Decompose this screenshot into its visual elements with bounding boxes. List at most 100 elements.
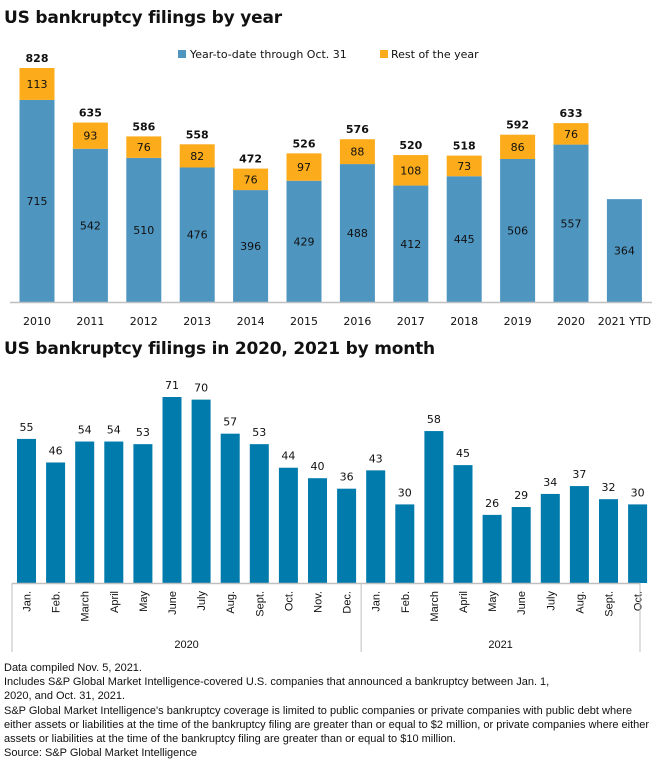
bar-2021-Sept: [599, 499, 618, 583]
data-label: 26: [485, 497, 499, 510]
data-label-total: 635: [79, 107, 102, 120]
bar-2021-Feb: [395, 504, 415, 583]
bar-ytd-2015: [286, 180, 322, 302]
x-tick-label: July: [196, 591, 208, 611]
data-label: 43: [369, 452, 383, 465]
data-label-total: 518: [453, 140, 476, 153]
data-label-rest: 73: [457, 160, 471, 173]
data-label-total: 592: [506, 119, 529, 132]
x-tick-label: May: [487, 591, 499, 612]
x-tick-label: June: [516, 591, 528, 615]
x-tick-label: 2011: [76, 315, 104, 328]
x-tick-label: 2018: [450, 315, 478, 328]
bar-rest-2017: [393, 155, 429, 186]
x-tick-label: April: [458, 591, 470, 613]
data-label-total: 472: [239, 153, 262, 166]
bar-2020-April: [104, 441, 124, 583]
data-label-total: 586: [132, 120, 155, 133]
data-label: 46: [49, 444, 63, 457]
data-label-ytd: 488: [347, 227, 368, 240]
x-tick-label: Oct.: [633, 591, 645, 611]
bar-rest-2020: [553, 123, 589, 145]
data-label-total: 526: [293, 137, 316, 150]
bar-2021-March: [424, 431, 444, 583]
group-label-2021: 2021: [488, 639, 512, 651]
x-tick-label: 2020: [557, 315, 585, 328]
x-tick-label: 2010: [23, 315, 51, 328]
bar-2021-Jan: [366, 470, 386, 583]
data-label-rest: 93: [83, 130, 97, 143]
x-tick-label: Dec.: [342, 591, 354, 614]
data-label: 30: [631, 486, 645, 499]
x-tick-label: 2014: [237, 315, 265, 328]
data-label-rest: 76: [244, 173, 258, 186]
legend-label-rest: Rest of the year: [391, 48, 479, 61]
data-label-ytd: 542: [80, 219, 101, 232]
bar-2020-Dec: [337, 488, 357, 583]
data-label: 55: [20, 421, 34, 434]
bar-ytd-2012: [126, 157, 162, 302]
bar-2021-Oct: [628, 504, 648, 583]
data-label: 57: [223, 416, 237, 429]
data-label-ytd: 510: [133, 224, 154, 237]
data-label: 40: [311, 460, 325, 473]
chart-title-by-month: US bankruptcy filings in 2020, 2021 by m…: [4, 339, 435, 359]
bar-ytd-2013: [179, 167, 215, 302]
x-tick-label: Jan.: [22, 591, 34, 612]
bar-rest-2019: [500, 134, 536, 159]
note-includes: Includes S&P Global Market Intelligence-…: [4, 676, 550, 703]
data-label: 36: [340, 471, 354, 484]
data-label-ytd: 715: [27, 195, 48, 208]
bar-2021-July: [540, 493, 560, 583]
bar-2021-April: [453, 465, 473, 583]
group-label-2020: 2020: [174, 639, 198, 651]
legend-label-ytd: Year-to-date through Oct. 31: [189, 48, 347, 61]
data-label: 54: [78, 424, 92, 437]
legend-swatch-ytd: [178, 50, 186, 58]
data-label-rest: 113: [27, 78, 48, 91]
data-label-ytd: 476: [187, 229, 208, 242]
data-label-rest: 86: [511, 141, 525, 154]
x-tick-label: 2017: [397, 315, 425, 328]
note-coverage: S&P Global Market Intelligence's bankrup…: [4, 704, 650, 746]
data-label-rest: 97: [297, 161, 311, 174]
footnotes: Data compiled Nov. 5, 2021. Includes S&P…: [4, 661, 656, 760]
bar-rest-2012: [126, 136, 162, 158]
note-compiled: Data compiled Nov. 5, 2021.: [4, 662, 142, 674]
bar-ytd-2014: [233, 190, 269, 302]
x-tick-label: 2016: [343, 315, 371, 328]
x-tick-label: 2013: [183, 315, 211, 328]
x-tick-label: March: [429, 591, 441, 622]
bar-2020-Aug: [220, 433, 240, 583]
data-label-ytd: 445: [454, 233, 475, 246]
data-label: 29: [514, 489, 528, 502]
data-label: 45: [456, 447, 470, 460]
charts-canvas: Year-to-date through Oct. 31 Rest of the…: [10, 48, 652, 652]
data-label-rest: 88: [350, 146, 364, 159]
bar-ytd-2016: [339, 164, 375, 302]
bar-rest-2011: [72, 122, 108, 149]
data-label: 58: [427, 413, 441, 426]
x-tick-label: Feb.: [51, 591, 63, 613]
data-label-ytd: 364: [614, 245, 635, 258]
data-label: 53: [252, 426, 266, 439]
bar-rest-2015: [286, 153, 322, 181]
x-tick-label: Oct.: [283, 591, 295, 611]
bar-2020-May: [133, 444, 153, 583]
data-label: 53: [136, 426, 150, 439]
data-label: 71: [165, 379, 179, 392]
data-label: 70: [194, 382, 208, 395]
bar-2021-Aug: [569, 486, 589, 583]
data-label: 37: [572, 468, 586, 481]
data-label-total: 828: [26, 52, 49, 65]
x-tick-label: 2015: [290, 315, 318, 328]
x-tick-label: July: [545, 591, 557, 611]
legend: Year-to-date through Oct. 31 Rest of the…: [178, 48, 479, 61]
bar-ytd-2019: [500, 159, 536, 302]
data-label-ytd: 557: [561, 217, 582, 230]
month-bars: 55 Jan. 46 Feb. 54 March 54 April 53 May 71 June 70 J…: [11, 379, 648, 652]
x-tick-label: 2012: [130, 315, 158, 328]
data-label: 34: [543, 476, 557, 489]
data-label-rest: 76: [564, 128, 578, 141]
bar-rest-2014: [233, 168, 269, 191]
